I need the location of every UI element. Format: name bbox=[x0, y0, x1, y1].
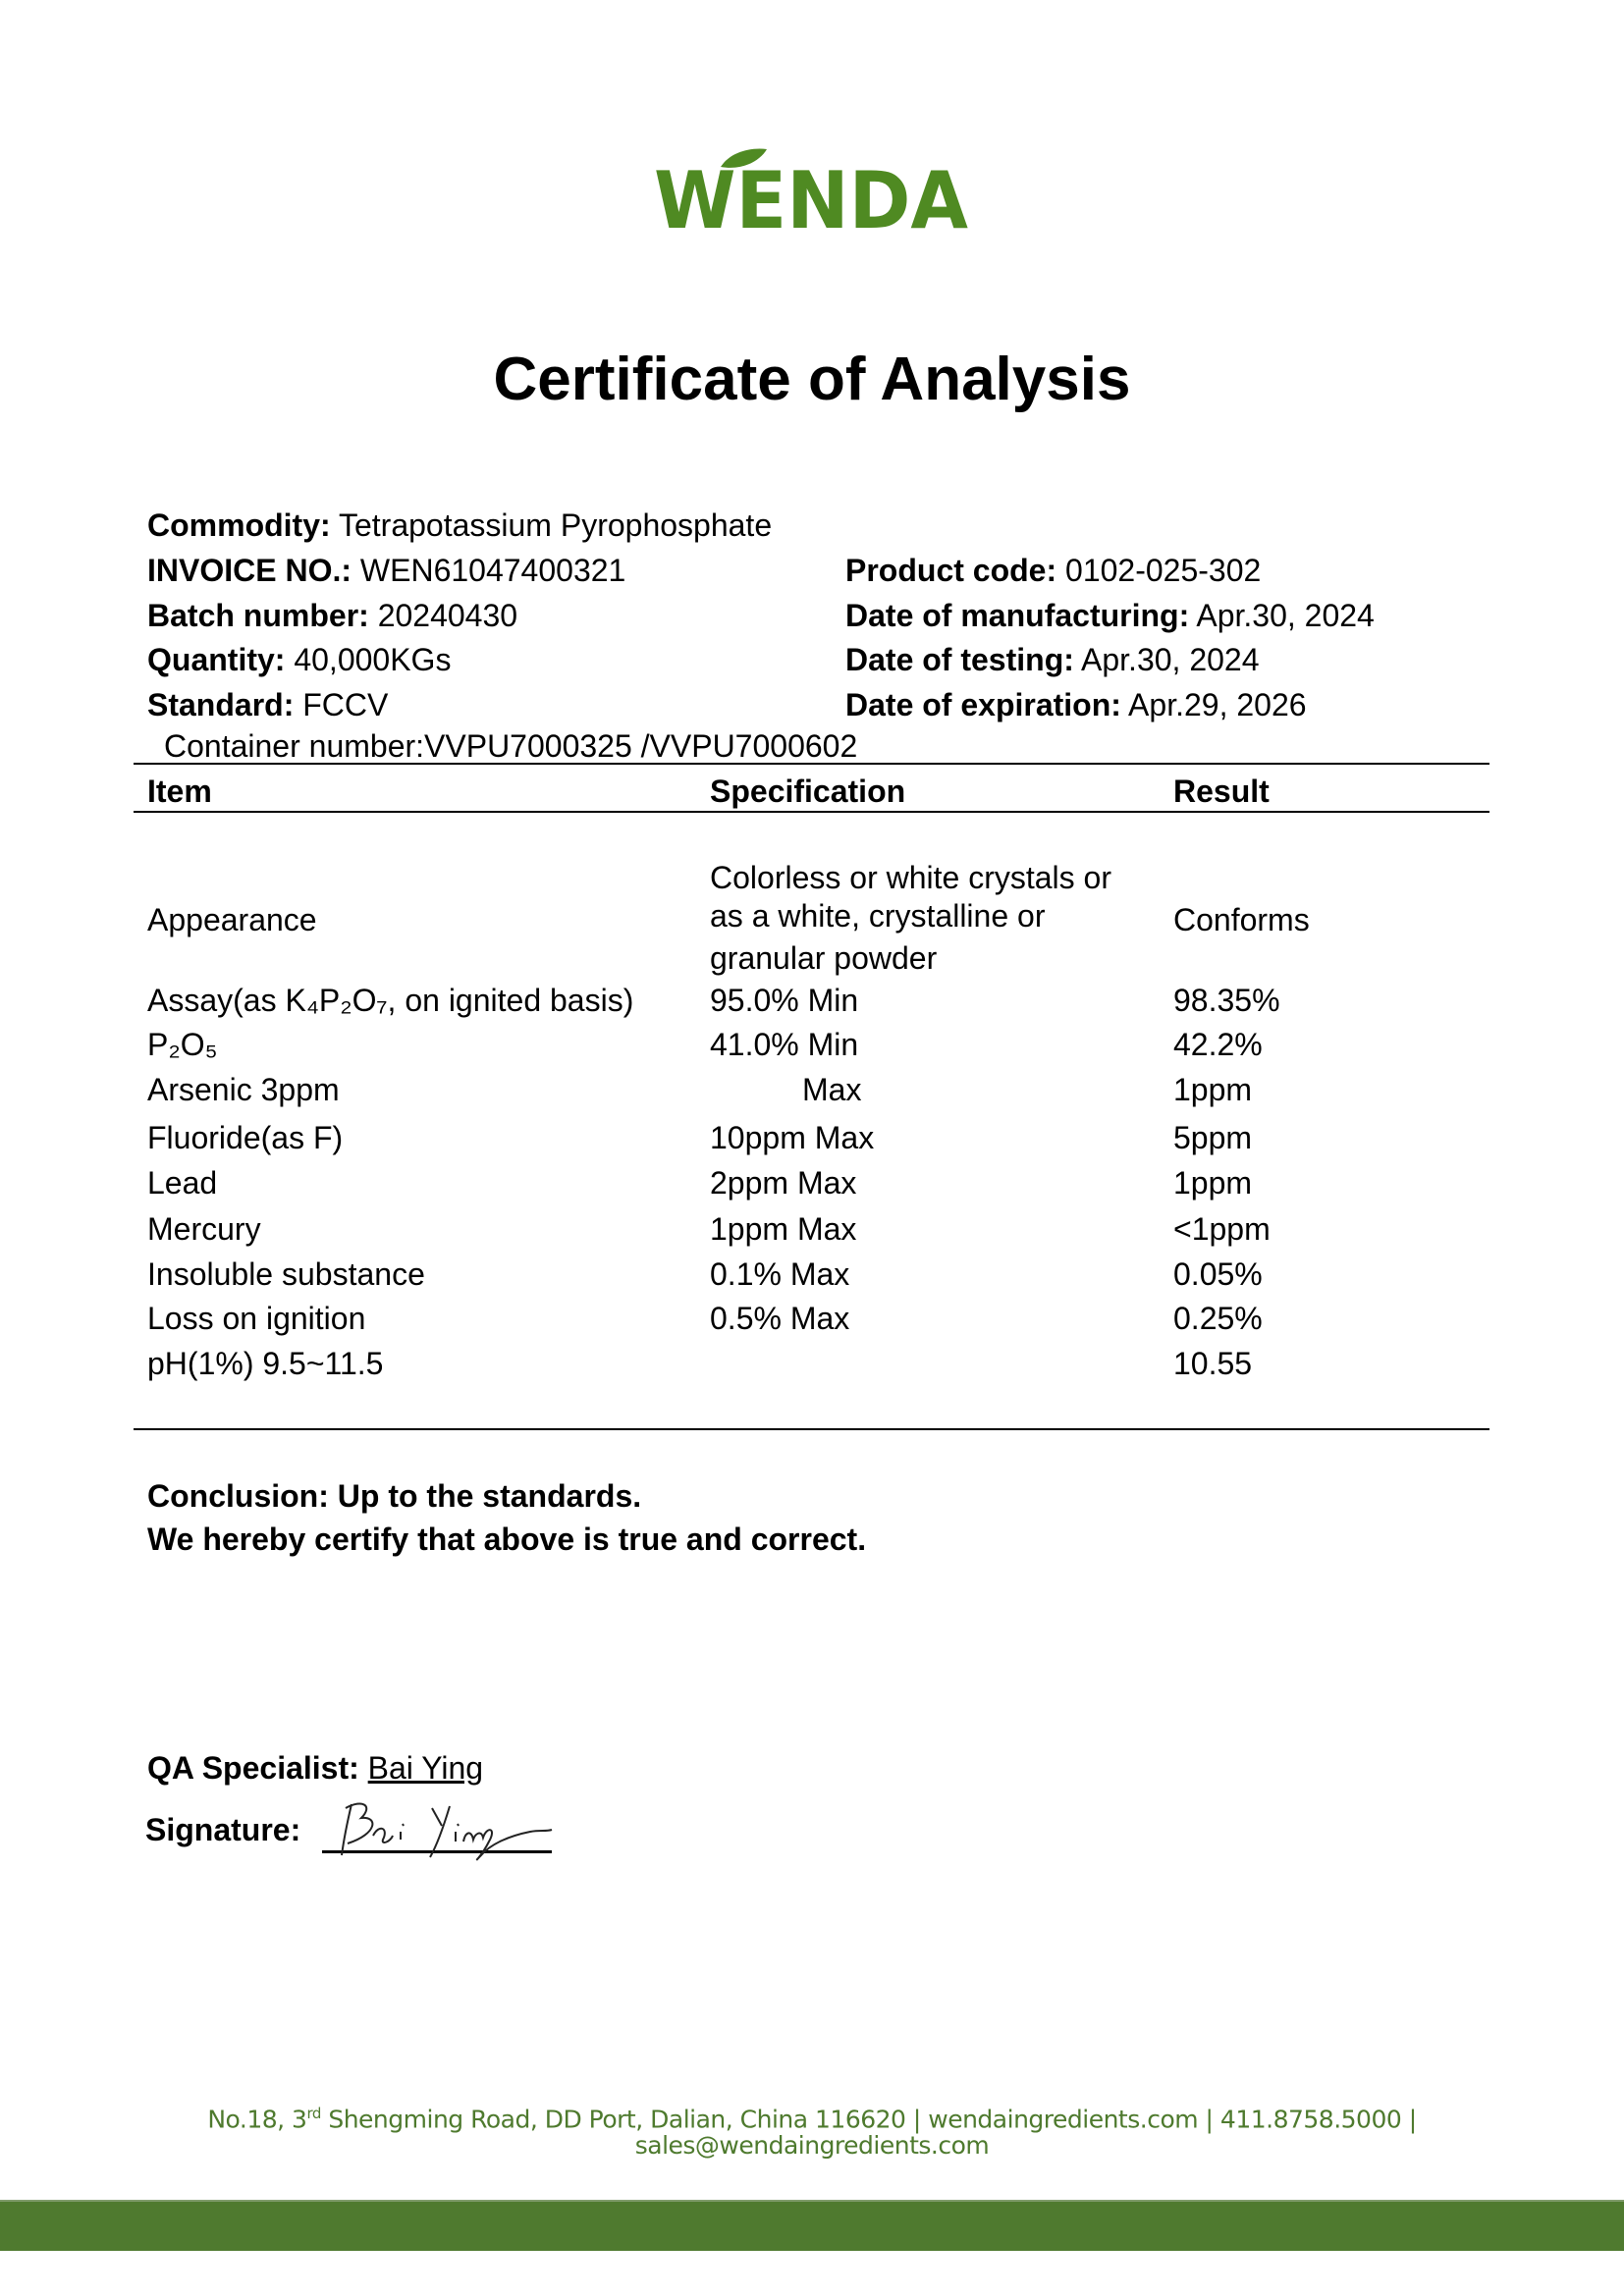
spec-cell: 2ppm Max bbox=[710, 1165, 857, 1201]
header-item: Item bbox=[147, 774, 212, 809]
handwritten-signature bbox=[334, 1796, 560, 1875]
product-code-field: Product code: 0102-025-302 bbox=[845, 553, 1262, 588]
item-cell: Assay(as K₄P₂O₇, on ignited basis) bbox=[147, 983, 634, 1018]
wenda-logo: WENDA bbox=[654, 147, 970, 246]
signature-line bbox=[322, 1850, 552, 1853]
spec-cell: 0.5% Max bbox=[710, 1301, 850, 1336]
footer-email: sales@wendaingredients.com bbox=[634, 2131, 990, 2160]
expiration-date-field: Date of expiration: Apr.29, 2026 bbox=[845, 687, 1307, 722]
conclusion-text: Conclusion: Up to the standards. bbox=[147, 1478, 642, 1514]
qa-specialist: QA Specialist: Bai Ying bbox=[147, 1750, 484, 1786]
spec-cell: as a white, crystalline or bbox=[710, 898, 1046, 934]
commodity-field: Commodity: Tetrapotassium Pyrophosphate bbox=[147, 507, 773, 543]
spec-cell: Max bbox=[802, 1072, 862, 1107]
header-result: Result bbox=[1173, 774, 1270, 809]
page-title: Certificate of Analysis bbox=[493, 346, 1131, 413]
spec-cell: granular powder bbox=[710, 940, 938, 976]
item-cell: Lead bbox=[147, 1165, 218, 1201]
item-cell: P₂O₅ bbox=[147, 1027, 218, 1062]
batch-field: Batch number: 20240430 bbox=[147, 598, 518, 633]
item-cell: Insoluble substance bbox=[147, 1256, 425, 1292]
header-specification: Specification bbox=[710, 774, 906, 809]
item-cell: Fluoride(as F) bbox=[147, 1120, 344, 1155]
spec-cell: 95.0% Min bbox=[710, 983, 859, 1018]
result-cell: Conforms bbox=[1173, 902, 1310, 937]
item-cell: Arsenic 3ppm bbox=[147, 1072, 340, 1107]
footer-green-bar bbox=[0, 2200, 1624, 2251]
item-cell: Appearance bbox=[147, 902, 317, 937]
manufacturing-date-field: Date of manufacturing: Apr.30, 2024 bbox=[845, 598, 1375, 633]
result-cell: 0.25% bbox=[1173, 1301, 1263, 1336]
leaf-icon bbox=[721, 148, 767, 168]
standard-field: Standard: FCCV bbox=[147, 687, 389, 722]
result-cell: 98.35% bbox=[1173, 983, 1280, 1018]
header-rule bbox=[134, 811, 1489, 813]
spec-cell: 41.0% Min bbox=[710, 1027, 859, 1062]
result-cell: 0.05% bbox=[1173, 1256, 1263, 1292]
spec-cell: 1ppm Max bbox=[710, 1211, 857, 1247]
result-cell: 10.55 bbox=[1173, 1346, 1253, 1381]
signature-label: Signature: bbox=[145, 1812, 301, 1847]
item-cell: pH(1%) 9.5~11.5 bbox=[147, 1346, 384, 1381]
quantity-field: Quantity: 40,000KGs bbox=[147, 642, 452, 677]
result-cell: 5ppm bbox=[1173, 1120, 1253, 1155]
result-cell: 1ppm bbox=[1173, 1165, 1253, 1201]
spec-cell: 0.1% Max bbox=[710, 1256, 850, 1292]
item-cell: Loss on ignition bbox=[147, 1301, 366, 1336]
testing-date-field: Date of testing: Apr.30, 2024 bbox=[845, 642, 1260, 677]
item-cell: Mercury bbox=[147, 1211, 261, 1247]
invoice-field: INVOICE NO.: WEN61047400321 bbox=[147, 553, 626, 588]
spec-cell: Colorless or white crystals or bbox=[710, 860, 1111, 895]
spec-cell: 10ppm Max bbox=[710, 1120, 875, 1155]
footer-contact-line: No.18, 3rd Shengming Road, DD Port, Dali… bbox=[207, 2105, 1417, 2134]
certification-text: We hereby certify that above is true and… bbox=[147, 1522, 867, 1557]
result-cell: 42.2% bbox=[1173, 1027, 1263, 1062]
qa-name: Bai Ying bbox=[367, 1750, 484, 1786]
container-number: Container number:VVPU7000325 /VVPU700060… bbox=[164, 728, 858, 764]
table-top-rule bbox=[134, 763, 1489, 765]
result-cell: <1ppm bbox=[1173, 1211, 1271, 1247]
result-cell: 1ppm bbox=[1173, 1072, 1253, 1107]
svg-text:WENDA: WENDA bbox=[654, 155, 968, 236]
table-bottom-rule bbox=[134, 1428, 1489, 1430]
